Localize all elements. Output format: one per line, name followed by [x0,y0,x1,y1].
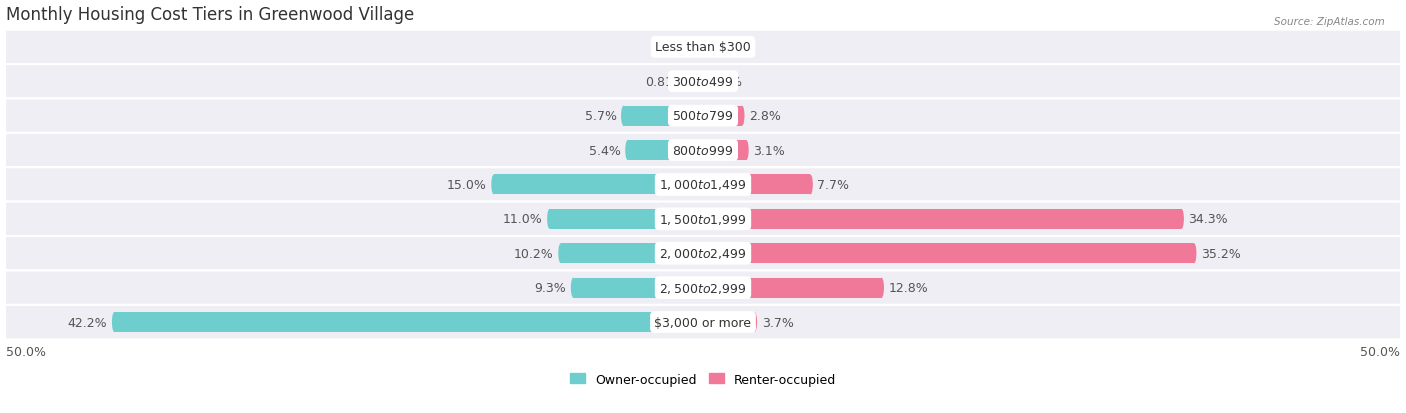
Text: 2.8%: 2.8% [749,110,780,123]
Bar [703,141,747,161]
Ellipse shape [1191,244,1197,263]
Text: 15.0%: 15.0% [447,178,486,192]
Ellipse shape [700,72,706,92]
Text: 10.2%: 10.2% [515,247,554,260]
Ellipse shape [808,175,813,195]
Bar [703,312,755,332]
Ellipse shape [740,107,745,126]
Bar [699,38,703,58]
Bar [494,175,703,195]
Text: $500 to $799: $500 to $799 [672,110,734,123]
Ellipse shape [700,278,706,298]
Text: Monthly Housing Cost Tiers in Greenwood Village: Monthly Housing Cost Tiers in Greenwood … [6,5,413,24]
Text: $300 to $499: $300 to $499 [672,76,734,88]
Ellipse shape [558,244,564,263]
Ellipse shape [621,107,626,126]
Ellipse shape [112,312,117,332]
Ellipse shape [700,38,706,58]
Text: 50.0%: 50.0% [1361,346,1400,358]
Ellipse shape [626,141,630,161]
Text: $2,000 to $2,499: $2,000 to $2,499 [659,247,747,261]
Ellipse shape [700,175,706,195]
Ellipse shape [689,72,695,92]
Text: 3.7%: 3.7% [762,316,793,329]
Ellipse shape [744,141,748,161]
Text: Less than $300: Less than $300 [655,41,751,54]
Text: 34.3%: 34.3% [1188,213,1227,226]
Text: 42.2%: 42.2% [67,316,107,329]
Text: 5.4%: 5.4% [589,144,620,157]
FancyBboxPatch shape [6,237,1400,271]
Text: $3,000 or more: $3,000 or more [655,316,751,329]
Text: 3.1%: 3.1% [754,144,785,157]
Bar [561,244,703,263]
Text: $2,500 to $2,999: $2,500 to $2,999 [659,281,747,295]
Text: 9.3%: 9.3% [534,282,567,294]
Ellipse shape [700,312,706,332]
FancyBboxPatch shape [6,305,1400,339]
Bar [550,209,703,229]
FancyBboxPatch shape [6,31,1400,65]
Ellipse shape [700,312,706,332]
FancyBboxPatch shape [6,168,1400,202]
Legend: Owner-occupied, Renter-occupied: Owner-occupied, Renter-occupied [565,368,841,391]
Text: 0.33%: 0.33% [651,41,692,54]
Text: 0.81%: 0.81% [645,76,685,88]
Ellipse shape [700,244,706,263]
Ellipse shape [700,278,706,298]
Ellipse shape [700,141,706,161]
Bar [692,72,703,92]
Text: 7.7%: 7.7% [817,178,849,192]
Ellipse shape [700,209,706,229]
Bar [703,244,1194,263]
Ellipse shape [700,244,706,263]
Ellipse shape [879,278,884,298]
Text: 35.2%: 35.2% [1201,247,1240,260]
FancyBboxPatch shape [6,133,1400,168]
Ellipse shape [700,175,706,195]
Ellipse shape [696,38,700,58]
Text: 5.7%: 5.7% [585,110,616,123]
Text: 12.8%: 12.8% [889,282,928,294]
Text: Source: ZipAtlas.com: Source: ZipAtlas.com [1274,17,1385,26]
Ellipse shape [700,107,706,126]
Bar [703,209,1181,229]
FancyBboxPatch shape [6,99,1400,133]
FancyBboxPatch shape [6,65,1400,99]
Ellipse shape [752,312,756,332]
Ellipse shape [491,175,496,195]
Text: 0.0%: 0.0% [710,76,742,88]
Ellipse shape [547,209,553,229]
Text: $800 to $999: $800 to $999 [672,144,734,157]
Bar [703,107,742,126]
Ellipse shape [571,278,575,298]
Bar [114,312,703,332]
Bar [703,278,882,298]
Text: $1,000 to $1,499: $1,000 to $1,499 [659,178,747,192]
Ellipse shape [700,107,706,126]
Bar [623,107,703,126]
Text: 0.0%: 0.0% [710,41,742,54]
Bar [703,175,810,195]
FancyBboxPatch shape [6,202,1400,237]
Text: 50.0%: 50.0% [6,346,45,358]
FancyBboxPatch shape [6,271,1400,305]
Bar [574,278,703,298]
Bar [627,141,703,161]
Ellipse shape [1180,209,1184,229]
Ellipse shape [700,141,706,161]
Text: $1,500 to $1,999: $1,500 to $1,999 [659,212,747,226]
Text: 11.0%: 11.0% [503,213,543,226]
Ellipse shape [700,209,706,229]
